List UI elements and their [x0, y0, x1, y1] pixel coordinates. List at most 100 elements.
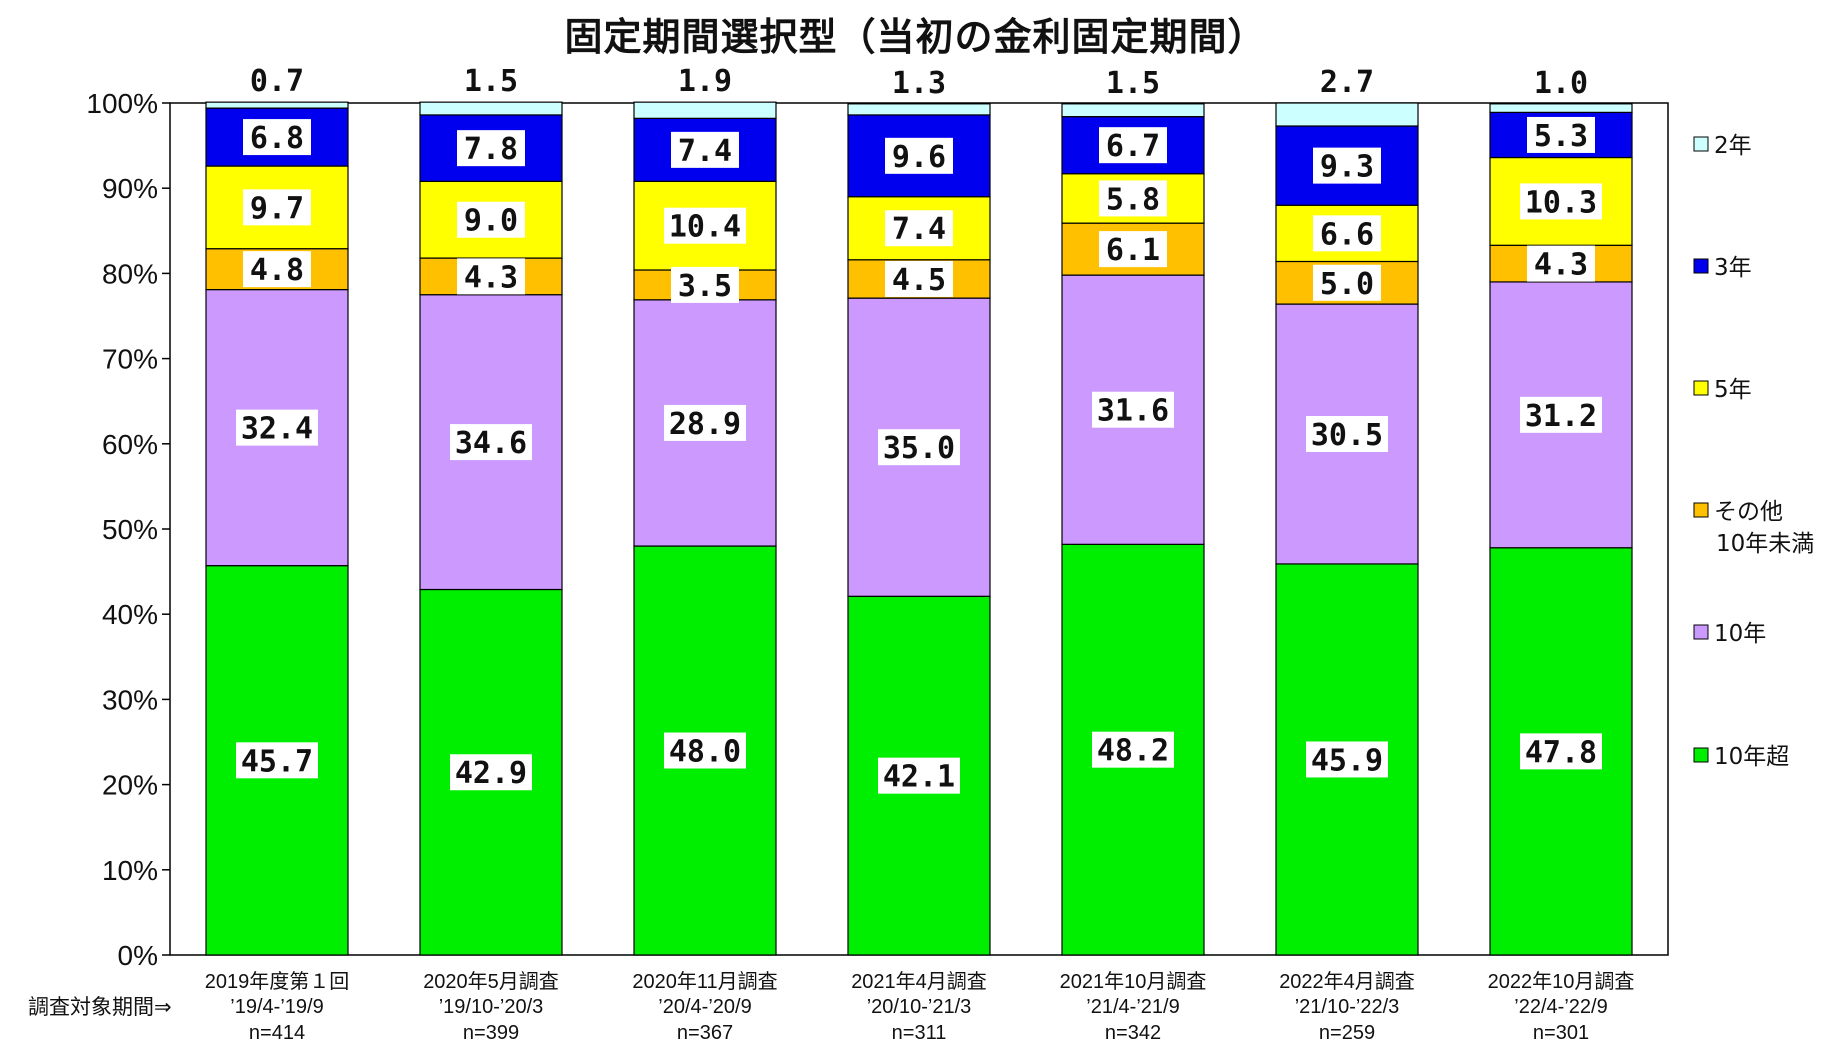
x-sample-size-label: n=301 [1533, 1022, 1589, 1044]
x-sample-size-label: n=311 [892, 1022, 947, 1044]
data-label-box [243, 62, 311, 99]
data-label-other: 5.0 [1320, 267, 1374, 302]
y-tick-label: 50% [102, 514, 158, 545]
x-period-label: ’19/4-’19/9 [230, 996, 323, 1018]
value-labels-layer: 45.7 32.4 4.8 9.7 6.8 0.7 42.9 34.6 4.3 9.0 7.8 1.5… [236, 62, 1602, 795]
bar-segment-two [633, 101, 777, 119]
data-label-five: 10.4 [669, 210, 741, 245]
x-period-label: ’20/4-’20/9 [658, 996, 751, 1018]
x-period-label: ’20/10-’21/3 [867, 996, 972, 1018]
data-label-five: 9.7 [250, 191, 304, 226]
data-label-box [457, 62, 525, 99]
data-label-three: 7.4 [678, 134, 732, 169]
legend-label-other: その他 [1714, 499, 1783, 525]
x-sample-size-label: n=259 [1319, 1022, 1375, 1044]
data-label-box [1306, 416, 1388, 453]
data-label-box [450, 754, 532, 791]
legend-label-three: 3年 [1714, 255, 1752, 281]
data-label-five: 7.4 [892, 212, 946, 247]
data-label-five: 6.6 [1320, 217, 1374, 252]
data-label-box [671, 62, 739, 99]
data-label-box [1099, 127, 1167, 164]
bars-layer [205, 101, 1633, 956]
y-tick-label: 10% [102, 855, 158, 886]
data-label-box [1092, 731, 1174, 768]
x-sample-size-label: n=399 [463, 1022, 519, 1044]
legend-label-five: 5年 [1714, 377, 1752, 403]
x-axis-labels: 2019年度第１回 ’19/4-’19/9 n=414 2020年5月調査 ’19/10… [28, 970, 1634, 1044]
data-label-ten: 31.2 [1525, 399, 1597, 434]
data-label-other: 4.3 [464, 260, 518, 295]
x-category-label: 2019年度第１回 [205, 970, 350, 993]
data-label-box [1520, 396, 1602, 433]
data-label-ten: 34.6 [455, 426, 527, 461]
data-label-box [1527, 63, 1595, 100]
x-category-label: 2020年5月調査 [423, 970, 559, 993]
data-label-other: 4.3 [1534, 248, 1588, 283]
x-sample-size-label: n=414 [249, 1022, 305, 1044]
data-label-box [243, 189, 311, 226]
data-label-other: 6.1 [1106, 233, 1160, 268]
data-label-box [885, 63, 953, 100]
x-period-label: ’19/10-’20/3 [439, 996, 544, 1018]
legend-label-ten: 10年 [1714, 621, 1766, 647]
data-label-two: 1.9 [678, 64, 732, 99]
data-label-other: 4.5 [892, 263, 946, 298]
data-label-box [671, 131, 739, 168]
data-label-over10: 48.0 [669, 735, 741, 770]
data-label-five: 10.3 [1525, 185, 1597, 220]
data-label-box [1527, 116, 1595, 153]
x-category-label: 2021年4月調査 [851, 970, 987, 993]
data-label-box [243, 251, 311, 288]
data-label-three: 6.7 [1106, 129, 1160, 164]
data-label-ten: 28.9 [669, 407, 741, 442]
data-label-box [236, 409, 318, 446]
data-label-box [236, 742, 318, 779]
data-label-box [878, 429, 960, 466]
legend-label-two: 2年 [1714, 133, 1752, 159]
data-label-five: 5.8 [1106, 182, 1160, 217]
data-label-other: 3.5 [678, 269, 732, 304]
data-label-other: 4.8 [250, 253, 304, 288]
data-label-ten: 30.5 [1311, 418, 1383, 453]
data-label-three: 9.6 [892, 140, 946, 175]
data-label-over10: 42.1 [883, 760, 955, 795]
y-tick-label: 0% [118, 940, 158, 971]
data-label-three: 7.8 [464, 132, 518, 167]
legend-swatch-other [1693, 502, 1709, 518]
data-label-five: 9.0 [464, 204, 518, 239]
legend-label-other: 10年未満 [1716, 531, 1814, 557]
x-category-label: 2021年10月調査 [1060, 970, 1207, 993]
data-label-box [450, 424, 532, 461]
y-tick-label: 30% [102, 684, 158, 715]
data-label-box [457, 201, 525, 238]
data-label-three: 6.8 [250, 121, 304, 156]
x-sample-size-label: n=342 [1105, 1022, 1161, 1044]
data-label-box [1313, 147, 1381, 184]
x-category-label: 2022年10月調査 [1488, 970, 1635, 993]
x-category-label: 2022年4月調査 [1279, 970, 1415, 993]
legend-label-over10: 10年超 [1714, 744, 1789, 770]
data-label-box [1520, 733, 1602, 770]
data-label-box [878, 757, 960, 794]
data-label-ten: 32.4 [241, 412, 313, 447]
data-label-box [1099, 231, 1167, 268]
bar-segment-ten [1275, 303, 1419, 565]
y-tick-label: 100% [86, 88, 158, 119]
axis-layer: 0% 10% 20% 30% 40% 50% 60% 70% 80% 90% 100% [86, 88, 1669, 971]
legend-swatch-five [1693, 380, 1709, 396]
data-label-three: 9.3 [1320, 150, 1374, 185]
data-label-box [1313, 63, 1381, 99]
data-label-box [1099, 180, 1167, 217]
data-label-box [1313, 215, 1381, 252]
y-tick-label: 40% [102, 599, 158, 630]
bar-segment-two [847, 103, 991, 116]
data-label-over10: 45.9 [1311, 743, 1383, 778]
data-label-two: 1.5 [1106, 66, 1160, 101]
data-label-three: 5.3 [1534, 119, 1588, 154]
data-label-box [664, 732, 746, 769]
period-caption: 調査対象期間⇒ [28, 995, 172, 1019]
y-tick-label: 80% [102, 258, 158, 289]
